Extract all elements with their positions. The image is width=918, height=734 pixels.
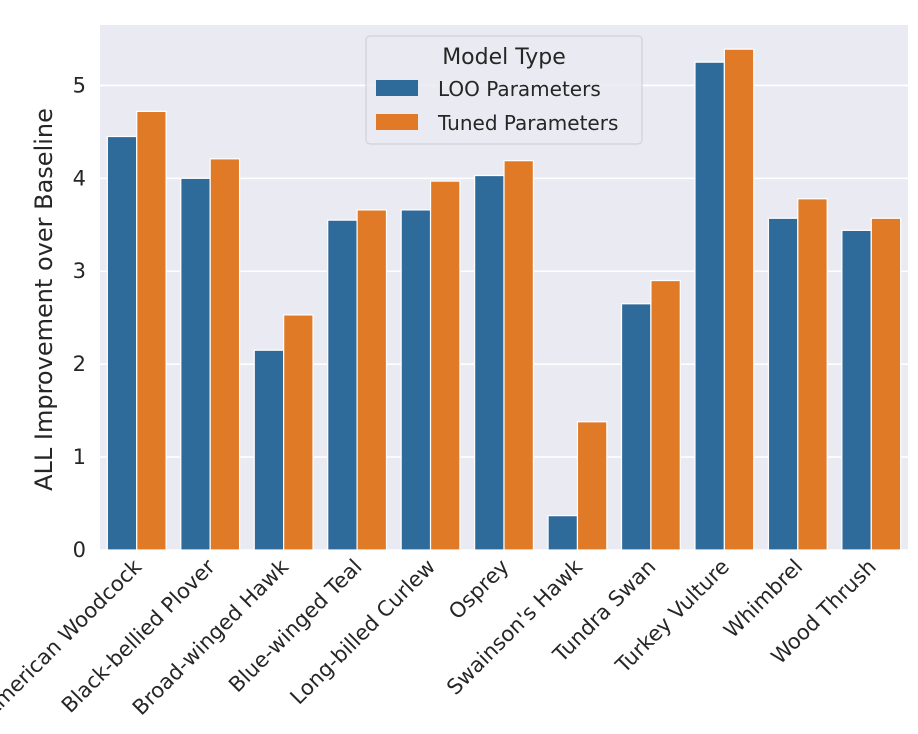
bar-loo bbox=[253, 349, 285, 551]
bar-loo bbox=[400, 209, 432, 551]
bar-loo bbox=[547, 515, 579, 551]
legend-label: LOO Parameters bbox=[438, 77, 601, 101]
bar-tuned bbox=[797, 198, 828, 551]
y-tick-label: 1 bbox=[73, 445, 86, 469]
legend-label: Tuned Parameters bbox=[437, 111, 618, 135]
bar-loo bbox=[474, 174, 505, 551]
bar-loo bbox=[841, 229, 872, 551]
x-tick-label: Blue-winged Teal bbox=[224, 555, 366, 697]
bars bbox=[106, 48, 902, 551]
bar-loo bbox=[694, 61, 725, 551]
bar-tuned bbox=[576, 421, 608, 551]
bar-tuned bbox=[356, 209, 388, 551]
bar-loo bbox=[767, 217, 799, 551]
bar-loo bbox=[620, 303, 652, 551]
y-tick-label: 4 bbox=[73, 166, 86, 190]
legend-swatch bbox=[376, 80, 418, 96]
y-tick-label: 3 bbox=[73, 259, 86, 283]
bar-loo bbox=[180, 177, 211, 551]
legend: Model Type LOO Parameters Tuned Parameter… bbox=[365, 35, 643, 145]
x-tick-label: Swainson's Hawk bbox=[442, 554, 588, 700]
bar-tuned bbox=[429, 180, 461, 551]
y-tick-labels: 0 1 2 3 4 5 bbox=[73, 73, 86, 562]
bar-tuned bbox=[650, 279, 681, 551]
bar-tuned bbox=[723, 48, 755, 551]
legend-title: Model Type bbox=[442, 45, 566, 70]
x-tick-label: Osprey bbox=[444, 555, 514, 625]
legend-box bbox=[365, 35, 643, 145]
bar-tuned bbox=[283, 314, 314, 551]
legend-items: LOO Parameters Tuned Parameters bbox=[376, 77, 618, 135]
bar-tuned bbox=[136, 110, 167, 551]
y-tick-label: 5 bbox=[73, 73, 86, 97]
bar-tuned bbox=[209, 158, 241, 551]
bar-tuned bbox=[870, 217, 902, 551]
y-tick-label: 0 bbox=[73, 538, 86, 562]
bar-loo bbox=[106, 135, 138, 551]
y-axis-label: ALL Improvement over Baseline bbox=[30, 108, 58, 491]
bar-loo bbox=[327, 219, 358, 551]
legend-swatch bbox=[376, 114, 418, 130]
x-tick-label: Long-billed Curlew bbox=[285, 555, 440, 710]
y-tick-label: 2 bbox=[73, 352, 86, 376]
bar-tuned bbox=[503, 160, 534, 551]
